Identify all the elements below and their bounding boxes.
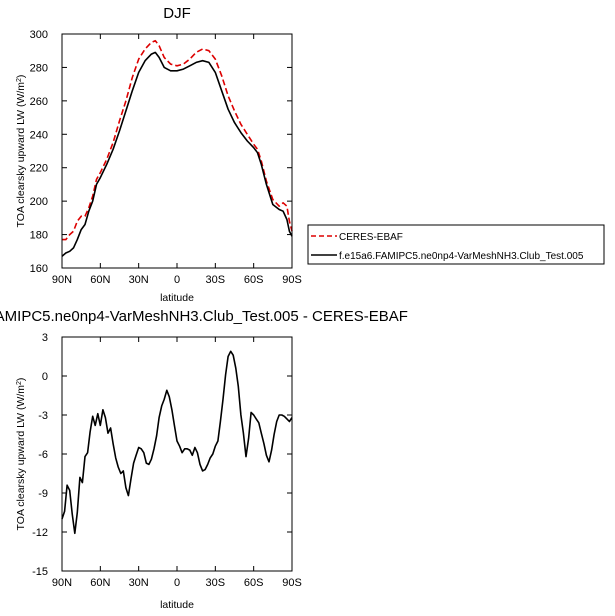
top-series-group — [61, 39, 293, 257]
top-y-axis-label-text: TOA clearsky upward LW (W/m2) — [15, 75, 27, 228]
top-x-tick-label: 30N — [129, 274, 149, 286]
top-plot-frame — [61, 33, 293, 269]
bottom-x-tick-label: 60S — [244, 577, 264, 589]
top-x-axis-label: latitude — [160, 292, 194, 304]
top-y-tick-label: 220 — [30, 163, 48, 175]
bottom-y-tick-label: -15 — [32, 566, 48, 578]
top-x-tick-label: 60N — [90, 274, 110, 286]
bottom-x-tick-label: 0 — [174, 577, 180, 589]
bottom-chart-title: f.e15a6.FAMIPC5.ne0np4-VarMeshNH3.Club_T… — [0, 308, 408, 325]
bottom-y-tick-label: -6 — [38, 449, 48, 461]
top-panel: DJF TOA clearsky upward LW (W/m2) latitu… — [15, 5, 605, 304]
bottom-y-axis-label: TOA clearsky upward LW (W/m2) — [15, 378, 27, 531]
top-chart-title: DJF — [163, 5, 191, 22]
bottom-y-tick-label: -12 — [32, 527, 48, 539]
bottom-panel: f.e15a6.FAMIPC5.ne0np4-VarMeshNH3.Club_T… — [0, 308, 408, 611]
legend-label-model: f.e15a6.FAMIPC5.ne0np4-VarMeshNH3.Club_T… — [339, 251, 584, 262]
bottom-x-tick-label: 60N — [90, 577, 110, 589]
top-y-tick-label: 300 — [30, 29, 48, 41]
top-x-tick-label: 60S — [244, 274, 264, 286]
bottom-plot-frame — [61, 336, 293, 572]
top-ticks: 90N 60N 30N 0 30S 60S 90S 160 180 200 220 240 260 280… — [30, 29, 302, 286]
bottom-ticks: 90N 60N 30N 0 30S 60S 90S -15 -12 -9 -6 -3 0 3 — [32, 332, 302, 589]
bottom-x-tick-label: 30N — [129, 577, 149, 589]
bottom-series-group — [61, 350, 293, 535]
bottom-x-axis-label: latitude — [160, 599, 194, 611]
top-x-tick-label: 0 — [174, 274, 180, 286]
top-x-tick-label: 90N — [52, 274, 72, 286]
top-x-tick-label: 90S — [282, 274, 302, 286]
top-series-line-0 — [62, 39, 293, 241]
top-y-tick-label: 280 — [30, 62, 48, 74]
top-x-tick-label: 30S — [206, 274, 226, 286]
legend: CERES-EBAF f.e15a6.FAMIPC5.ne0np4-VarMes… — [307, 224, 605, 265]
top-y-tick-label: 180 — [30, 230, 48, 242]
superscript-2: 2 — [16, 78, 23, 82]
top-y-tick-label: 160 — [30, 263, 48, 275]
bottom-y-tick-label: 3 — [42, 332, 48, 344]
bottom-x-tick-label: 90S — [282, 577, 302, 589]
legend-label-ceres: CERES-EBAF — [339, 232, 403, 243]
top-series-line-1 — [61, 51, 293, 257]
bottom-y-tick-label: 0 — [42, 371, 48, 383]
bottom-y-tick-label: -3 — [38, 410, 48, 422]
top-y-tick-label: 260 — [30, 96, 48, 108]
legend-box — [307, 224, 605, 265]
top-y-tick-label: 240 — [30, 129, 48, 141]
bottom-y-axis-label-text: TOA clearsky upward LW (W/m2) — [15, 378, 27, 531]
top-y-axis-label: TOA clearsky upward LW (W/m2) — [15, 75, 27, 228]
superscript-2: 2 — [16, 381, 23, 385]
top-y-tick-label: 200 — [30, 196, 48, 208]
bottom-series-line-0 — [61, 350, 293, 535]
bottom-y-tick-label: -9 — [38, 488, 48, 500]
bottom-x-tick-label: 30S — [206, 577, 226, 589]
bottom-x-tick-label: 90N — [52, 577, 72, 589]
